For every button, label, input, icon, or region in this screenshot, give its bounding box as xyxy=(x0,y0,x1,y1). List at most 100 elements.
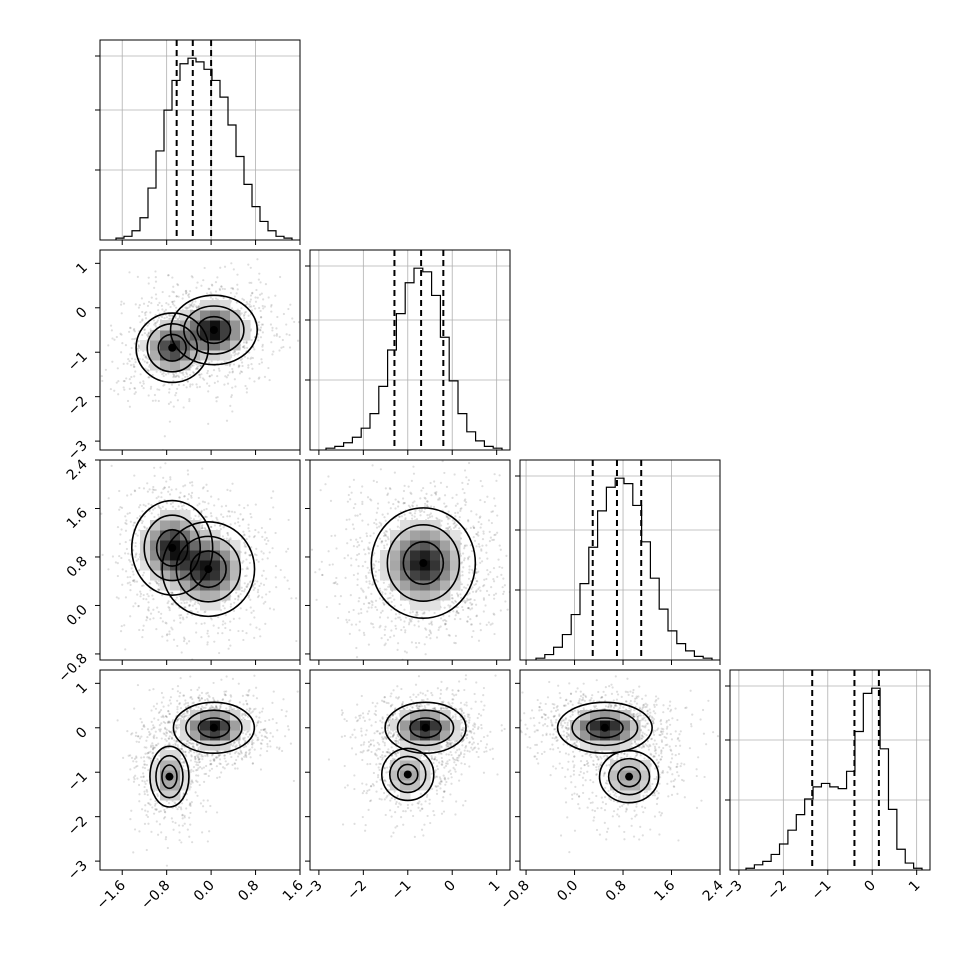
scatter-point xyxy=(120,300,123,303)
scatter-point xyxy=(481,537,485,541)
axes-frame xyxy=(309,249,511,451)
scatter-point xyxy=(264,719,267,723)
scatter-point xyxy=(222,604,225,607)
scatter-point xyxy=(171,302,175,306)
scatter-point xyxy=(218,524,222,528)
scatter-point xyxy=(511,511,513,513)
scatter-point xyxy=(143,780,146,783)
scatter-point xyxy=(389,635,392,639)
scatter-point xyxy=(243,313,246,316)
scatter-point xyxy=(188,303,191,306)
scatter-point xyxy=(198,694,201,697)
scatter-point xyxy=(204,515,207,518)
scatter-point xyxy=(245,300,248,304)
scatter-point xyxy=(432,505,436,509)
scatter-point xyxy=(192,371,196,375)
scatter-point xyxy=(349,538,352,541)
scatter-point xyxy=(133,330,137,333)
scatter-point xyxy=(456,593,460,597)
scatter-point xyxy=(251,291,254,294)
scatter-point xyxy=(195,607,198,610)
scatter-point xyxy=(467,598,470,602)
scatter-point xyxy=(184,290,187,293)
scatter-point xyxy=(350,491,353,494)
density-cell xyxy=(410,530,421,541)
scatter-point xyxy=(371,623,374,626)
scatter-point xyxy=(182,406,185,409)
density-cell xyxy=(440,560,451,571)
scatter-point xyxy=(154,488,157,492)
scatter-point xyxy=(89,341,91,343)
scatter-point xyxy=(479,498,482,502)
scatter-point xyxy=(374,570,378,573)
scatter-point xyxy=(248,300,252,303)
density-cell xyxy=(160,360,171,371)
scatter-point xyxy=(483,500,486,504)
scatter-point xyxy=(242,298,246,302)
scatter-point xyxy=(201,526,204,530)
scatter-point xyxy=(255,554,258,557)
scatter-point xyxy=(143,766,147,770)
scatter-point xyxy=(420,489,423,492)
scatter-point xyxy=(134,360,137,364)
scatter-point xyxy=(195,305,198,308)
scatter-point xyxy=(126,576,129,579)
density-cell xyxy=(440,590,451,601)
scatter-point xyxy=(478,586,481,589)
scatter-point xyxy=(182,618,185,621)
scatter-point xyxy=(114,561,117,564)
scatter-point xyxy=(185,616,188,619)
scatter-point xyxy=(177,295,180,298)
scatter-point xyxy=(489,623,492,626)
scatter-point xyxy=(252,609,255,612)
scatter-point xyxy=(111,337,114,340)
scatter-point xyxy=(464,586,468,590)
scatter-point xyxy=(116,367,119,370)
scatter-point xyxy=(157,711,161,714)
scatter-point xyxy=(245,632,248,635)
scatter-point xyxy=(375,526,379,529)
scatter-point xyxy=(228,371,231,374)
scatter-point xyxy=(214,297,218,300)
scatter-point xyxy=(282,345,285,349)
scatter-point xyxy=(196,366,199,369)
scatter-point xyxy=(231,410,234,413)
scatter-point xyxy=(443,502,446,505)
scatter-point xyxy=(460,588,463,592)
scatter-point xyxy=(239,743,242,747)
density-cell xyxy=(190,550,201,561)
scatter-point xyxy=(241,345,245,349)
scatter-point xyxy=(148,488,151,491)
scatter-point xyxy=(232,351,235,354)
scatter-point xyxy=(271,329,274,332)
scatter-point xyxy=(357,600,360,603)
scatter-point xyxy=(212,624,215,627)
scatter-point xyxy=(397,500,400,503)
scatter-point xyxy=(177,375,181,379)
scatter-point xyxy=(166,639,169,642)
scatter-point xyxy=(182,761,185,764)
density-cell xyxy=(160,340,171,351)
scatter-point xyxy=(407,485,410,488)
scatter-point xyxy=(426,504,429,507)
scatter-point xyxy=(383,544,386,547)
scatter-point xyxy=(154,399,157,402)
scatter-point xyxy=(142,772,145,775)
scatter-point xyxy=(161,373,164,376)
scatter-point xyxy=(422,486,425,490)
scatter-point xyxy=(156,588,160,591)
scatter-point xyxy=(380,637,383,640)
scatter-point xyxy=(347,610,351,614)
scatter-point xyxy=(288,675,290,677)
scatter-point xyxy=(420,509,423,512)
scatter-point xyxy=(214,281,218,284)
axes-frame xyxy=(309,459,511,661)
scatter-point xyxy=(246,566,249,569)
scatter-point xyxy=(191,484,194,487)
scatter-point xyxy=(208,830,211,833)
scatter-point xyxy=(130,756,134,759)
scatter-point xyxy=(247,582,250,585)
scatter-point xyxy=(198,752,201,755)
scatter-point xyxy=(494,504,497,507)
scatter-point xyxy=(375,511,378,514)
